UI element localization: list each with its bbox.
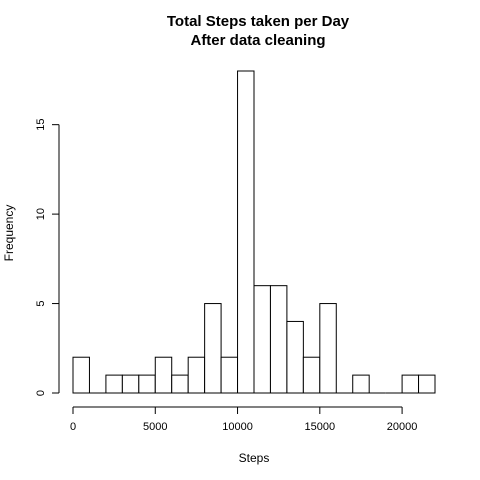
x-tick-label: 0 bbox=[70, 421, 76, 433]
histogram-bar bbox=[220, 356, 239, 394]
y-axis: 0 5 10 15 bbox=[35, 119, 60, 396]
histogram-bar bbox=[187, 356, 206, 394]
histogram-bar bbox=[319, 303, 337, 394]
x-axis-label: Steps bbox=[239, 451, 270, 465]
histogram-bar bbox=[269, 285, 288, 394]
x-tick-label: 10000 bbox=[222, 421, 253, 433]
bars-group bbox=[72, 70, 436, 394]
x-tick-label: 20000 bbox=[387, 421, 418, 433]
histogram-bar bbox=[171, 374, 189, 394]
y-tick-label: 15 bbox=[35, 119, 47, 131]
histogram-bar bbox=[352, 374, 370, 394]
histogram-bar bbox=[237, 70, 255, 394]
y-tick-label: 5 bbox=[35, 300, 47, 306]
histogram-bar bbox=[204, 303, 222, 394]
histogram-bar bbox=[121, 374, 140, 394]
histogram-bar bbox=[154, 356, 173, 394]
chart-title: Total Steps taken per Day bbox=[167, 13, 350, 30]
histogram-bar bbox=[253, 285, 271, 394]
histogram-bar bbox=[401, 374, 420, 394]
histogram-bar bbox=[138, 374, 156, 394]
histogram-bar bbox=[105, 374, 123, 394]
histogram-bar bbox=[418, 374, 436, 394]
histogram-bar bbox=[286, 320, 304, 394]
histogram-bar bbox=[302, 356, 321, 394]
y-axis-label: Frequency bbox=[2, 205, 16, 262]
y-tick-label: 10 bbox=[35, 208, 47, 220]
y-tick-label: 0 bbox=[35, 390, 47, 396]
x-tick-label: 5000 bbox=[143, 421, 167, 433]
chart-subtitle: After data cleaning bbox=[190, 32, 325, 49]
x-tick-label: 15000 bbox=[305, 421, 336, 433]
x-axis: 0 5000 10000 15000 20000 bbox=[70, 406, 418, 433]
histogram-bar bbox=[72, 356, 90, 394]
